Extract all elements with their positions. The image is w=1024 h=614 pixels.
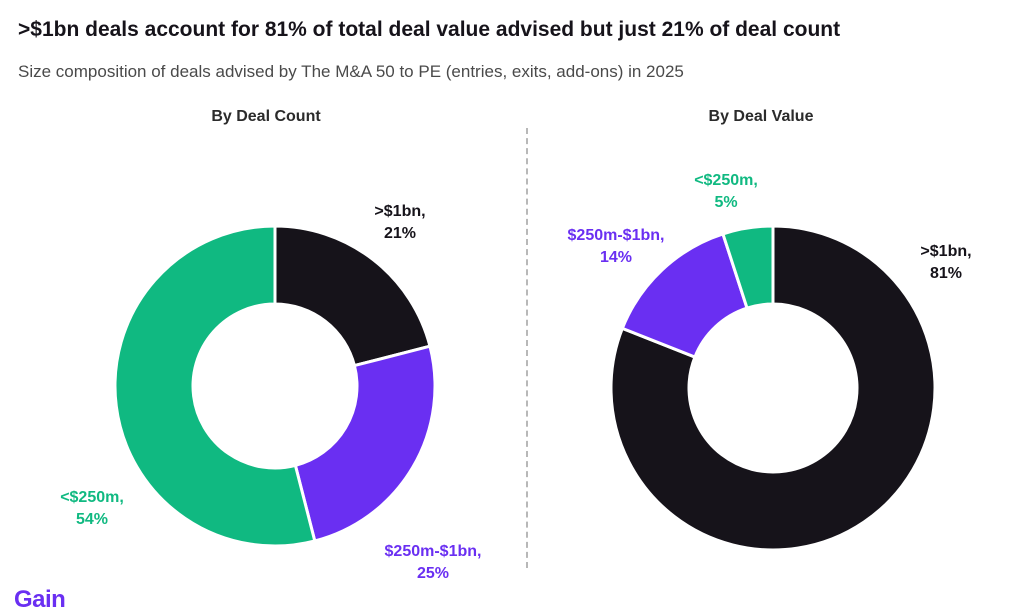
brand-logo: Gain [14,586,66,613]
by-deal-value-label-name: $250m-$1bn, [568,227,665,244]
by-deal-count-label-value: 25% [417,565,449,582]
panel-divider [526,128,528,568]
by-deal-count-label-under-250m: <$250m, 54% [60,489,124,528]
by-deal-value-label-over-1bn: >$1bn, 81% [920,243,971,282]
chart-subtitle: Size composition of deals advised by The… [18,62,684,81]
by-deal-count-slice-over-1bn [273,224,432,368]
by-deal-value-label-value: 5% [714,194,737,211]
by-deal-value-label-value: 14% [600,249,632,266]
by-deal-value-slice-under-250m [721,224,775,311]
by-deal-value-label-value: 81% [930,265,962,282]
by-deal-value-label-name: <$250m, [694,172,758,189]
by-deal-count-slice-under-250m [113,224,317,548]
by-deal-value-label-name: >$1bn, [920,243,971,260]
by-deal-count-label-name: <$250m, [60,489,124,506]
by-deal-count-label-name: >$1bn, [374,203,425,220]
by-deal-value-slice-over-1bn [609,224,937,552]
deal-value-panel-title: By Deal Value [708,108,814,125]
by-deal-value-label-under-250m: <$250m, 5% [694,172,758,211]
by-deal-count-label-value: 21% [384,225,416,242]
chart-title: >$1bn deals account for 81% of total dea… [18,18,841,41]
by-deal-count-label-250m-1bn: $250m-$1bn, 25% [385,543,482,582]
by-deal-count-label-value: 54% [76,511,108,528]
deal-count-panel-title: By Deal Count [211,108,321,125]
by-deal-count-label-name: $250m-$1bn, [385,543,482,560]
by-deal-value-label-250m-1bn: $250m-$1bn, 14% [568,227,665,266]
by-deal-count-label-over-1bn: >$1bn, 21% [374,203,425,242]
by-deal-count-slice-250m-1bn [293,344,437,543]
